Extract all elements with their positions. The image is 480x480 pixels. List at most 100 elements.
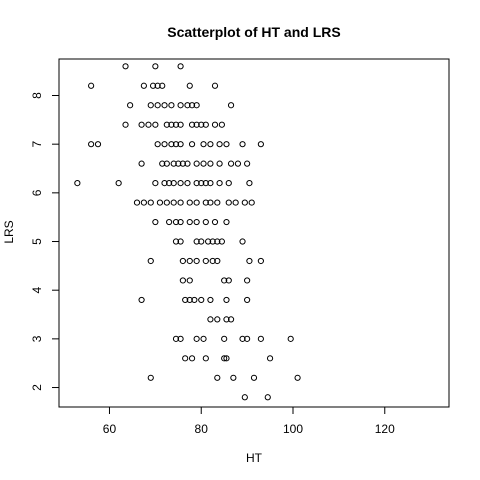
- data-point: [214, 316, 221, 323]
- data-point: [133, 199, 141, 206]
- data-point: [198, 238, 205, 245]
- data-point: [207, 316, 214, 323]
- data-point: [266, 355, 274, 362]
- data-point: [161, 180, 168, 187]
- data-point: [193, 102, 200, 109]
- data-point: [225, 199, 232, 206]
- data-point: [205, 238, 212, 245]
- data-point: [193, 180, 200, 187]
- data-point: [246, 180, 253, 187]
- data-point: [177, 63, 184, 70]
- data-point: [209, 238, 216, 245]
- data-point: [168, 121, 175, 128]
- x-tick-label: 60: [103, 422, 117, 436]
- data-point: [172, 238, 180, 245]
- data-point: [188, 121, 196, 128]
- data-point: [147, 199, 154, 206]
- data-point: [202, 218, 209, 226]
- y-tick-label: 4: [30, 287, 44, 294]
- data-point: [175, 160, 182, 167]
- data-point: [223, 296, 230, 304]
- data-point: [152, 121, 159, 128]
- data-point: [152, 218, 159, 226]
- data-point: [239, 238, 246, 245]
- data-point: [202, 257, 209, 265]
- data-point: [182, 355, 189, 362]
- data-points: [74, 63, 301, 401]
- data-point: [207, 180, 214, 187]
- data-point: [211, 121, 219, 128]
- data-point: [244, 160, 251, 167]
- data-point: [152, 63, 159, 70]
- data-point: [257, 141, 264, 148]
- y-tick-label: 3: [30, 335, 44, 342]
- data-point: [184, 180, 191, 187]
- data-point: [200, 335, 207, 342]
- data-point: [172, 335, 180, 342]
- data-point: [211, 82, 219, 89]
- data-point: [239, 335, 246, 342]
- data-point: [170, 180, 177, 187]
- x-axis-label: HT: [246, 451, 263, 465]
- data-point: [152, 180, 159, 187]
- data-point: [177, 180, 184, 187]
- data-point: [241, 199, 248, 206]
- data-point: [202, 355, 209, 362]
- data-point: [154, 141, 161, 148]
- data-point: [172, 141, 180, 148]
- data-point: [202, 121, 209, 128]
- data-point: [170, 160, 177, 167]
- data-point: [218, 121, 225, 128]
- data-point: [172, 121, 180, 128]
- data-point: [246, 257, 253, 265]
- data-point: [202, 199, 209, 206]
- data-point: [227, 160, 235, 167]
- data-point: [216, 180, 223, 187]
- data-point: [186, 199, 193, 206]
- x-tick-label: 120: [375, 422, 395, 436]
- data-point: [177, 121, 184, 128]
- data-point: [186, 82, 193, 89]
- data-point: [140, 199, 147, 206]
- data-point: [159, 160, 166, 167]
- data-point: [140, 82, 147, 89]
- data-point: [209, 257, 216, 265]
- data-point: [182, 296, 189, 304]
- data-point: [127, 102, 134, 109]
- data-point: [161, 102, 168, 109]
- data-point: [198, 296, 205, 304]
- data-point: [287, 335, 294, 342]
- x-tick-label: 100: [283, 422, 303, 436]
- data-point: [264, 394, 271, 401]
- data-point: [200, 160, 207, 167]
- data-point: [115, 180, 122, 187]
- data-point: [172, 218, 180, 226]
- y-tick-label: 8: [30, 92, 44, 99]
- data-point: [159, 82, 166, 89]
- y-axis: 2 3 4 5 6 7 8: [30, 92, 59, 391]
- data-point: [294, 374, 301, 381]
- data-point: [122, 63, 129, 70]
- data-point: [166, 218, 173, 226]
- data-point: [214, 238, 221, 245]
- data-point: [225, 180, 232, 187]
- data-point: [216, 160, 223, 167]
- data-point: [221, 355, 228, 362]
- data-point: [147, 257, 154, 265]
- data-point: [193, 160, 200, 167]
- data-point: [244, 335, 251, 342]
- data-point: [218, 238, 225, 245]
- data-point: [186, 277, 193, 284]
- data-point: [177, 238, 184, 245]
- data-point: [188, 141, 196, 148]
- data-point: [122, 121, 129, 128]
- data-point: [198, 121, 205, 128]
- data-point: [154, 102, 161, 109]
- data-point: [177, 102, 184, 109]
- data-point: [163, 160, 170, 167]
- data-point: [200, 141, 207, 148]
- data-point: [94, 141, 102, 148]
- data-point: [138, 121, 145, 128]
- data-point: [179, 277, 186, 284]
- data-point: [188, 102, 196, 109]
